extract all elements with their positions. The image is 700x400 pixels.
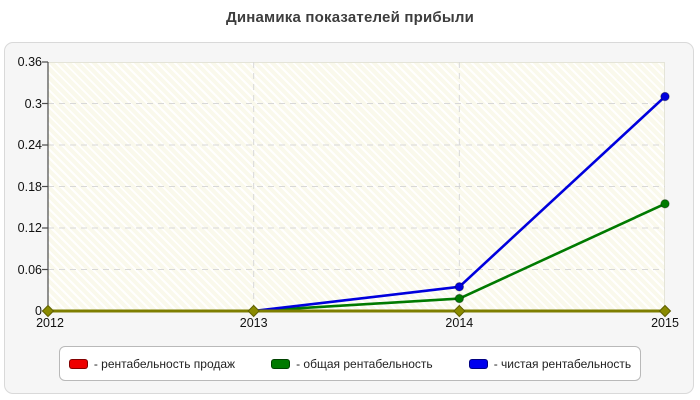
legend-swatch [68,358,88,369]
y-axis-label: 0.36 [17,55,42,69]
legend-swatch [271,358,291,369]
legend-item: - рентабельность продаж [68,356,236,371]
legend: - рентабельность продаж - общая рентабель… [59,346,641,381]
x-axis-label: 2014 [445,316,474,330]
legend-swatch [468,358,488,369]
page-title: Динамика показателей прибыли [225,9,475,26]
data-point-marker [660,91,670,102]
axis-diamond-marker [658,304,672,318]
axis-diamond-marker [453,304,466,318]
legend-label: - общая рентабельность [296,356,433,371]
x-axis-label: 2015 [651,316,679,330]
legend-label: - чистая рентабельность [493,356,632,371]
data-point-marker [660,199,670,209]
y-axis-label: 0.18 [17,179,42,194]
legend-item: - чистая рентабельность [468,356,632,371]
axis-diamond-marker [41,304,55,318]
x-axis-label: 2013 [239,316,268,330]
legend-item: - общая рентабельность [271,357,433,371]
series-line [48,202,666,313]
y-axis-label: 0.12 [17,221,42,235]
series-line [48,95,666,313]
data-point-marker [454,282,465,292]
legend-label: - рентабельность продаж [93,356,236,371]
data-point-marker [454,293,465,304]
axis-diamond-marker [247,304,260,318]
y-axis-label: 0 [35,304,42,318]
y-axis-label: 0.3 [24,96,42,111]
y-axis-label: 0.06 [17,262,42,277]
x-axis-label: 2012 [36,316,64,330]
y-axis-label: 0.24 [17,138,42,152]
